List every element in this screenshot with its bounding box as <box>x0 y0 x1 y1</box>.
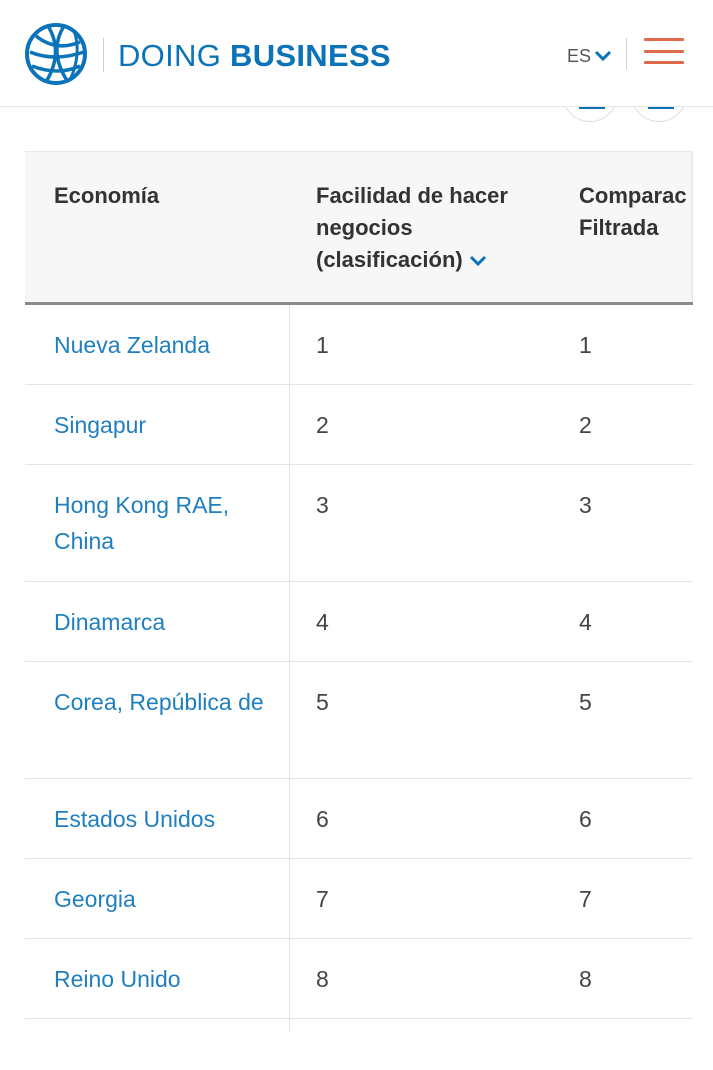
brand-doing: DOING <box>118 38 231 73</box>
filtered-value: 6 <box>579 806 592 832</box>
table-row: Reino Unido 8 8 <box>25 939 693 1019</box>
language-selector[interactable]: ES <box>567 44 612 68</box>
economy-link[interactable]: Corea, República de <box>54 689 264 715</box>
site-logo-text[interactable]: DOING BUSINESS <box>118 36 391 76</box>
hamburger-menu-icon[interactable] <box>644 38 684 66</box>
economy-link[interactable]: Estados Unidos <box>54 806 216 832</box>
economy-link[interactable]: Georgia <box>54 886 136 912</box>
rankings-table: Economía Facilidad de hacer negocios (cl… <box>25 151 693 1032</box>
table-row: Estados Unidos 6 6 <box>25 779 693 859</box>
filtered-value: 2 <box>579 412 592 438</box>
rank-value: 5 <box>316 689 329 715</box>
language-label: ES <box>567 46 592 66</box>
rank-value: 8 <box>316 966 329 992</box>
rank-value: 3 <box>316 492 329 518</box>
filtered-value: 1 <box>579 332 592 358</box>
table-row: Singapur 2 2 <box>25 385 693 465</box>
economy-link[interactable]: Reino Unido <box>54 966 181 992</box>
rank-value: 4 <box>316 609 329 635</box>
economy-link[interactable]: Nueva Zelanda <box>54 332 210 358</box>
rank-value: 1 <box>316 332 329 358</box>
logo-divider <box>103 38 104 72</box>
filtered-value: 8 <box>579 966 592 992</box>
world-bank-globe-icon[interactable] <box>24 22 88 86</box>
economy-link[interactable]: Dinamarca <box>54 609 166 635</box>
column-header-ease-rank-label: Facilidad de hacer negocios (clasificaci… <box>316 183 508 272</box>
table-header: Economía Facilidad de hacer negocios (cl… <box>25 152 693 305</box>
table-row: Nueva Zelanda 1 1 <box>25 305 693 385</box>
menu-bar <box>644 49 684 53</box>
filtered-value: 5 <box>579 689 592 715</box>
table-row: Hong Kong RAE, China 3 3 <box>25 465 693 582</box>
chevron-down-icon <box>594 50 612 62</box>
column-header-economy[interactable]: Economía <box>54 180 284 212</box>
table-row: Georgia 7 7 <box>25 859 693 939</box>
economy-link[interactable]: Hong Kong RAE, China <box>54 492 230 554</box>
column-header-economy-label: Economía <box>54 183 160 208</box>
header-divider <box>626 38 627 70</box>
menu-bar <box>644 61 684 64</box>
rank-value: 7 <box>316 886 329 912</box>
column-header-filtered[interactable]: Comparac Filtrada <box>579 180 693 244</box>
sort-chevron-down-icon[interactable] <box>469 255 487 267</box>
rank-value: 2 <box>316 412 329 438</box>
column-header-ease-rank[interactable]: Facilidad de hacer negocios (clasificaci… <box>316 180 546 276</box>
rank-value: 6 <box>316 806 329 832</box>
filtered-value: 3 <box>579 492 592 518</box>
economy-link[interactable]: Singapur <box>54 412 147 438</box>
column-header-filtered-label: Comparac Filtrada <box>579 183 687 240</box>
site-header: DOING BUSINESS ES <box>0 0 713 107</box>
table-row: Corea, República de 5 5 <box>25 662 693 779</box>
brand-business: BUSINESS <box>230 38 391 73</box>
table-row: Dinamarca 4 4 <box>25 582 693 662</box>
column-divider <box>289 305 290 1032</box>
filtered-value: 4 <box>579 609 592 635</box>
filtered-value: 7 <box>579 886 592 912</box>
menu-bar <box>644 38 684 41</box>
